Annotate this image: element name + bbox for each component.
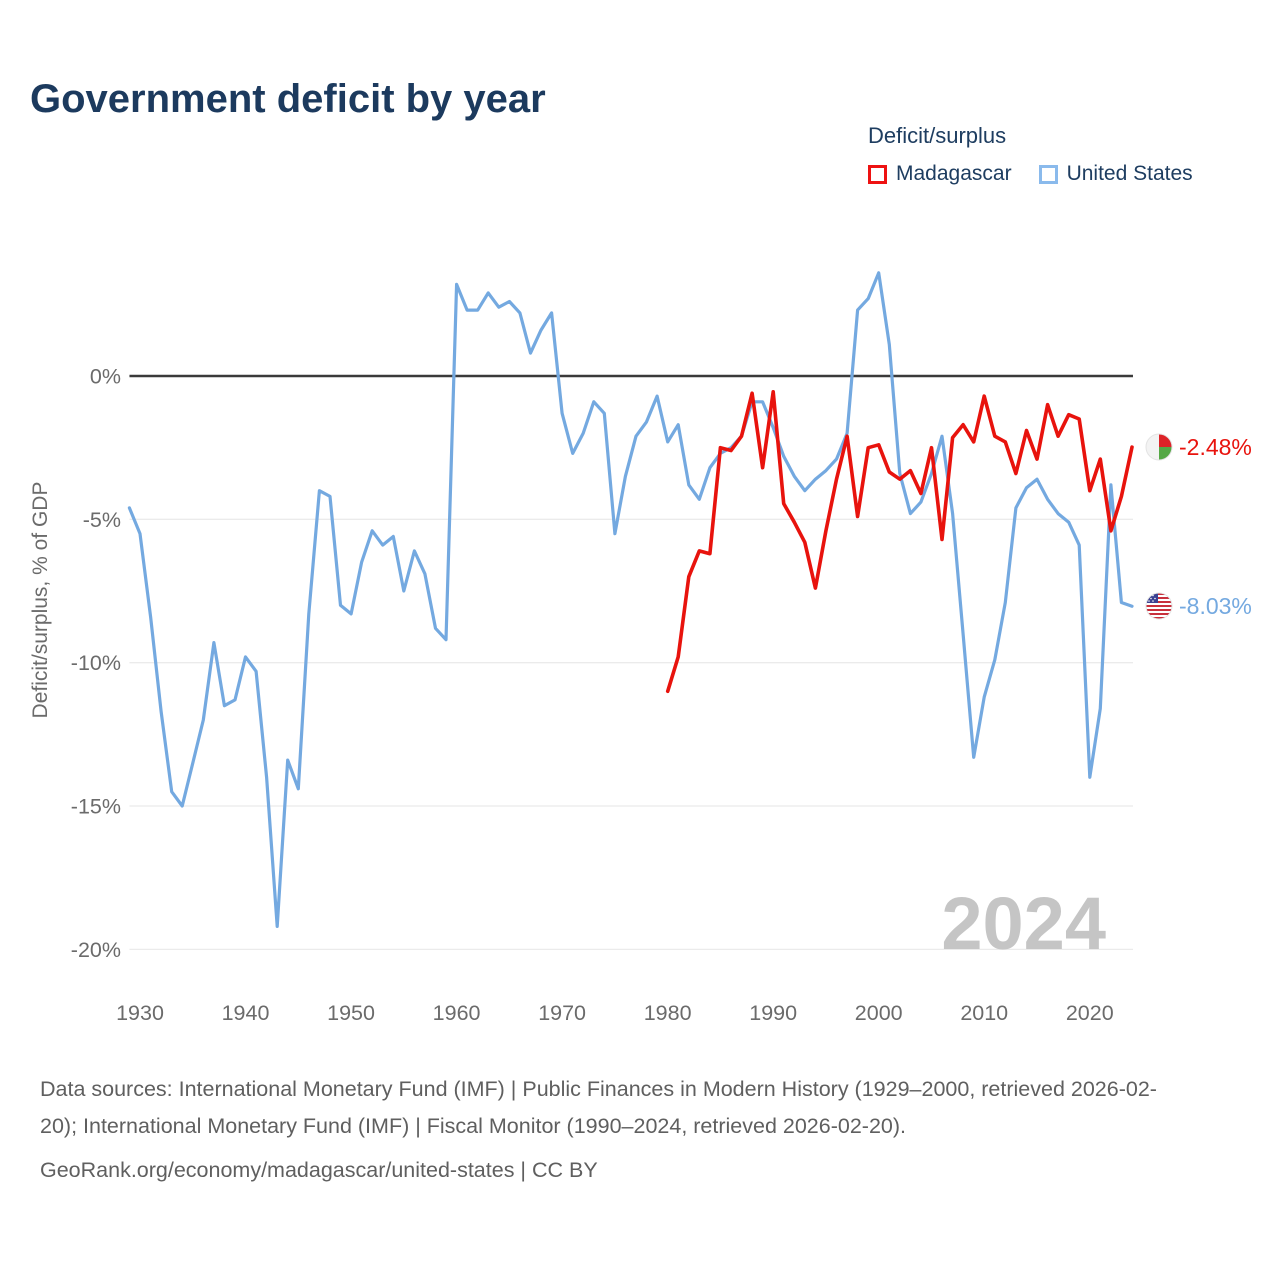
legend: Deficit/surplus Madagascar United States	[868, 123, 1193, 186]
us-flag-icon	[1145, 592, 1173, 620]
united-states-swatch-icon	[1038, 164, 1058, 184]
y-tick-label: -15%	[71, 795, 121, 819]
watermark-year: 2024	[941, 882, 1106, 965]
x-tick-label: 1950	[327, 1001, 375, 1025]
x-tick-label: 1970	[538, 1001, 586, 1025]
madagascar-line	[665, 389, 1134, 694]
x-tick-label: 1960	[433, 1001, 481, 1025]
attribution-link[interactable]: GeoRank.org/economy/madagascar/united-st…	[40, 1158, 598, 1182]
legend-item-label: Madagascar	[896, 162, 1012, 185]
madagascar-swatch-icon	[868, 164, 887, 184]
legend-title: Deficit/surplus	[868, 123, 1007, 148]
x-tick-label: 1940	[222, 1001, 270, 1025]
x-tick-label: 2020	[1066, 1001, 1114, 1025]
plot-area	[127, 271, 1134, 929]
x-tick-label: 1930	[116, 1001, 164, 1025]
y-tick-label: 0%	[90, 365, 121, 389]
footer: Data sources: International Monetary Fun…	[40, 1071, 1190, 1189]
y-tick-label: -5%	[83, 508, 121, 532]
legend-item-label: United States	[1066, 162, 1193, 185]
united-states-end-label: -8.03%	[1179, 593, 1252, 619]
data-sources-text: Data sources: International Monetary Fun…	[40, 1077, 1157, 1138]
x-tick-label: 2000	[855, 1001, 903, 1025]
y-tick-label: -10%	[71, 651, 121, 675]
legend-item-united-states[interactable]: United States	[1038, 162, 1193, 186]
page-title: Government deficit by year	[30, 76, 546, 121]
gridlines-and-ticks: 0% -5% -10% -15% -20% 1930 1940 1950 1960 1970 198…	[71, 365, 1133, 1025]
madagascar-flag-icon	[1145, 433, 1173, 461]
y-tick-label: -20%	[71, 938, 121, 962]
y-axis-title: Deficit/surplus, % of GDP	[29, 482, 52, 719]
united-states-line	[127, 271, 1134, 929]
madagascar-end-label: -2.48%	[1179, 434, 1252, 460]
legend-item-madagascar[interactable]: Madagascar	[868, 162, 1012, 186]
x-tick-label: 1980	[644, 1001, 692, 1025]
legend-row: Madagascar United States	[868, 162, 1193, 186]
x-tick-label: 2010	[960, 1001, 1008, 1025]
x-tick-label: 1990	[749, 1001, 797, 1025]
